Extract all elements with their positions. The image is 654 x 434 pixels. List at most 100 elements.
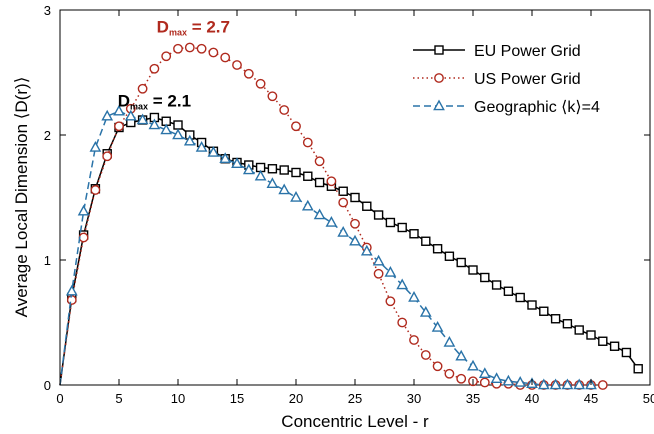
- data-point: [503, 286, 514, 296]
- data-point: [161, 51, 172, 62]
- data-point: [372, 254, 385, 266]
- data-point: [326, 176, 337, 187]
- data-point: [302, 137, 313, 148]
- data-point: [598, 336, 608, 346]
- data-point: [101, 109, 114, 121]
- data-point: [337, 226, 350, 237]
- x-tick-label: 10: [171, 391, 185, 406]
- data-point: [455, 349, 468, 361]
- x-tick-label: 5: [115, 391, 122, 406]
- data-point: [573, 378, 586, 390]
- series-1: [59, 112, 643, 386]
- data-point: [467, 359, 479, 371]
- data-point: [419, 306, 432, 317]
- data-point: [479, 377, 490, 388]
- data-point: [373, 268, 384, 279]
- data-point: [183, 134, 196, 146]
- x-tick-label: 15: [230, 391, 244, 406]
- data-point: [301, 199, 314, 211]
- data-point: [350, 192, 360, 203]
- data-point: [267, 91, 278, 102]
- data-point: [574, 325, 584, 335]
- y-tick-label: 0: [44, 378, 51, 393]
- data-point: [432, 244, 443, 254]
- data-point: [527, 300, 537, 310]
- data-point: [172, 128, 184, 140]
- data-point: [385, 217, 396, 228]
- data-point: [148, 118, 161, 130]
- data-point: [502, 374, 515, 386]
- data-point: [562, 319, 573, 329]
- data-point: [267, 164, 278, 174]
- y-tick-label: 1: [44, 253, 51, 268]
- data-point: [231, 157, 243, 169]
- x-tick-label: 35: [466, 391, 480, 406]
- data-point: [184, 42, 195, 53]
- data-point: [561, 378, 574, 390]
- data-point: [421, 236, 431, 246]
- data-point: [490, 372, 503, 384]
- data-point: [255, 78, 266, 89]
- y-tick-label: 2: [44, 128, 51, 143]
- data-point: [468, 265, 478, 275]
- data-point: [195, 141, 208, 152]
- data-point: [456, 373, 467, 384]
- data-point: [396, 278, 409, 290]
- data-point: [432, 361, 443, 372]
- data-point: [633, 364, 643, 374]
- data-point: [621, 347, 632, 358]
- data-point: [444, 368, 455, 379]
- legend-item: Geographic ⟨k⟩=4: [413, 99, 600, 116]
- legend-item: EU Power Grid: [413, 43, 581, 60]
- x-tick-label: 30: [407, 391, 421, 406]
- data-point: [609, 341, 620, 351]
- data-point: [384, 266, 397, 277]
- data-point: [137, 83, 148, 94]
- data-point: [242, 163, 255, 175]
- series-2: [59, 42, 608, 390]
- dmax-annotation: Dmax = 2.7: [157, 18, 230, 38]
- data-point: [77, 204, 90, 216]
- data-point: [444, 251, 455, 261]
- data-point: [409, 335, 419, 345]
- data-point: [65, 284, 78, 296]
- data-point: [350, 218, 360, 229]
- data-point: [443, 336, 456, 347]
- data-point: [514, 376, 527, 387]
- data-point: [90, 185, 101, 195]
- data-point: [279, 105, 290, 115]
- data-point: [397, 317, 408, 328]
- data-point: [431, 321, 444, 332]
- x-tick-label: 20: [289, 391, 303, 406]
- data-point: [480, 272, 490, 283]
- data-point: [89, 141, 102, 152]
- data-point: [173, 43, 183, 54]
- data-point: [220, 52, 231, 63]
- legend-marker: [434, 73, 444, 83]
- data-point: [338, 186, 348, 196]
- legend-label: Geographic ⟨k⟩=4: [474, 99, 600, 116]
- series-line: [59, 116, 639, 386]
- data-point: [219, 152, 232, 164]
- annotation-group: Dmax = 2.7 Dmax = 2.1: [118, 18, 230, 112]
- data-point: [196, 43, 207, 54]
- data-point: [338, 197, 349, 208]
- data-point: [456, 257, 466, 268]
- series-line: [59, 110, 591, 386]
- data-point: [114, 121, 124, 132]
- legend-label: EU Power Grid: [474, 43, 581, 60]
- x-tick-label: 0: [56, 391, 63, 406]
- data-point: [124, 109, 137, 121]
- data-point: [207, 146, 220, 157]
- data-point: [291, 167, 301, 178]
- y-tick-label: 3: [44, 3, 51, 18]
- data-point: [491, 280, 502, 290]
- x-tick-label: 25: [348, 391, 362, 406]
- data-point: [409, 229, 419, 239]
- legend-label: US Power Grid: [474, 71, 581, 88]
- data-point: [397, 222, 407, 233]
- data-point: [278, 183, 291, 195]
- data-point: [420, 350, 431, 360]
- data-point: [232, 60, 242, 70]
